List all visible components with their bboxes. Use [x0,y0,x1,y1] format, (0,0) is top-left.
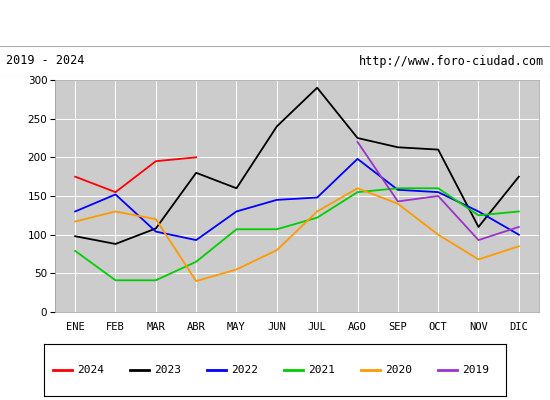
Text: Evolucion Nº Turistas Extranjeros en el municipio de Sant Joan de les Abadesses: Evolucion Nº Turistas Extranjeros en el … [29,16,521,30]
Text: 2019: 2019 [462,365,489,375]
Text: 2021: 2021 [308,365,335,375]
Text: 2019 - 2024: 2019 - 2024 [6,54,84,68]
Text: 2022: 2022 [231,365,258,375]
Text: 2020: 2020 [385,365,412,375]
Text: http://www.foro-ciudad.com: http://www.foro-ciudad.com [359,54,544,68]
Text: 2023: 2023 [154,365,181,375]
Text: 2024: 2024 [77,365,104,375]
